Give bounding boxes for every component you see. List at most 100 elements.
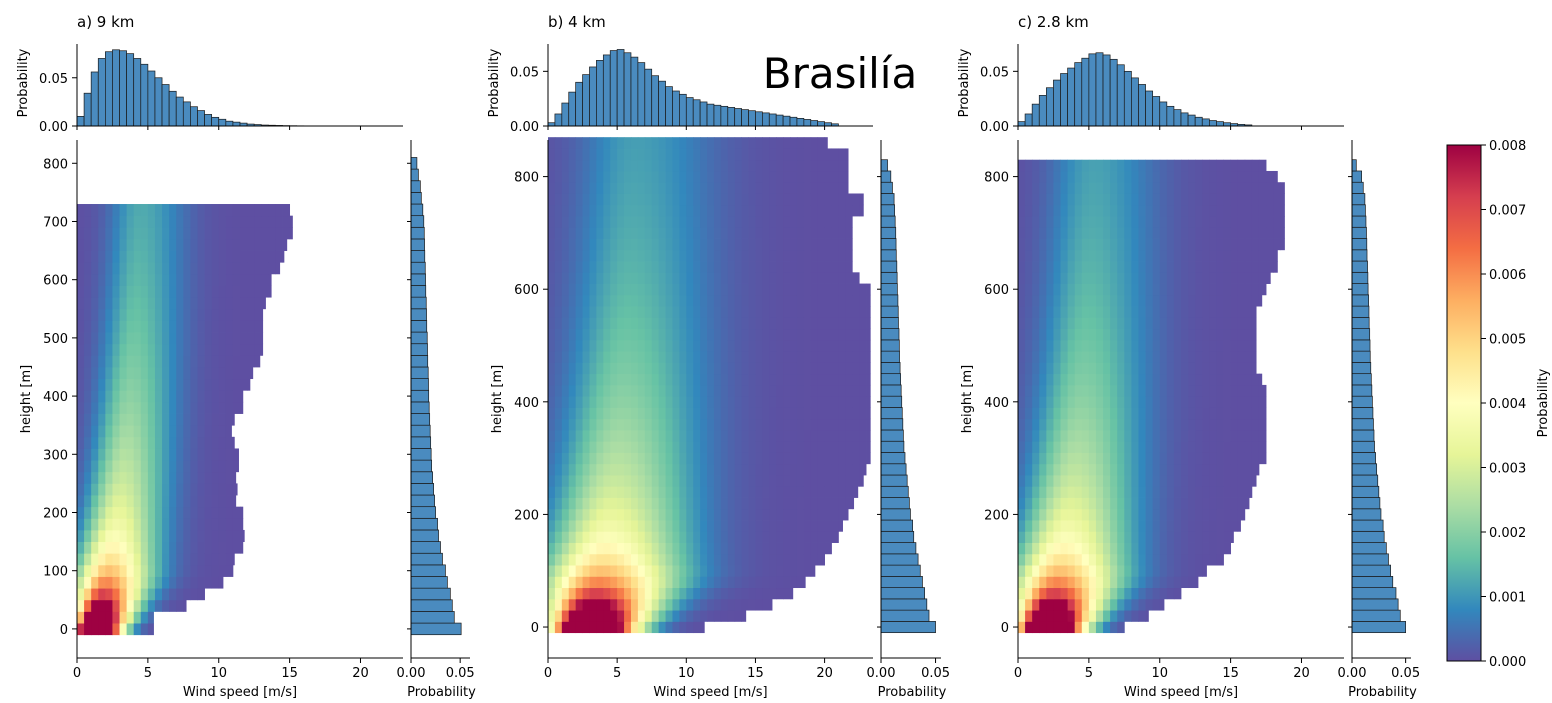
- heatmap-cell: [783, 531, 791, 543]
- heatmap-cell: [190, 238, 198, 251]
- heatmap-cell: [84, 262, 92, 275]
- heatmap-cell: [84, 623, 92, 636]
- heatmap-cell: [637, 362, 646, 375]
- heatmap-cell: [672, 182, 680, 194]
- heatmap-cell: [140, 576, 149, 589]
- heatmap-cell: [1110, 542, 1118, 555]
- heatmap-cell: [211, 297, 220, 310]
- heatmap-cell: [1081, 463, 1090, 476]
- heatmap-cell: [831, 249, 839, 262]
- histogram-bar: [133, 58, 142, 127]
- heatmap-cell: [651, 137, 660, 149]
- heatmap-cell: [169, 588, 177, 601]
- heatmap-cell: [783, 216, 791, 228]
- heatmap-cell: [91, 436, 99, 449]
- heatmap-cell: [1060, 587, 1069, 600]
- heatmap-cell: [1202, 283, 1210, 296]
- heatmap-cell: [247, 332, 255, 345]
- heatmap-cell: [261, 285, 269, 298]
- heatmap-cell: [603, 531, 611, 543]
- heatmap-cell: [1110, 407, 1118, 420]
- histogram-bar: [1351, 519, 1384, 532]
- heatmap-cell: [610, 610, 618, 622]
- heatmap-cell: [162, 425, 170, 438]
- heatmap-cell: [204, 332, 213, 345]
- heatmap-cell: [169, 529, 177, 542]
- heatmap-cell: [693, 328, 701, 341]
- heatmap-cell: [91, 262, 99, 275]
- side-hist-x-tick-label: 0.00: [1338, 666, 1367, 681]
- heatmap-cell: [845, 272, 853, 284]
- heatmap-cell: [225, 366, 234, 380]
- heatmap-cell: [140, 495, 149, 508]
- heatmap-cell: [582, 429, 590, 442]
- heatmap-cell: [1067, 216, 1076, 228]
- y-tick-label: 800: [514, 171, 539, 186]
- heatmap-cell: [112, 564, 120, 577]
- heatmap-cell: [748, 148, 756, 161]
- heatmap-cell: [1046, 249, 1054, 262]
- heatmap-cell: [603, 576, 611, 589]
- heatmap-cell: [1209, 339, 1217, 352]
- heatmap-cell: [154, 599, 163, 612]
- x-tick-label: 0: [73, 666, 81, 681]
- heatmap-cell: [1095, 306, 1104, 318]
- heatmap-cell: [133, 460, 142, 473]
- heatmap-cell: [637, 418, 646, 431]
- heatmap-cell: [1074, 497, 1083, 510]
- heatmap-cell: [126, 553, 135, 566]
- heatmap-cell: [147, 308, 156, 321]
- heatmap-cell: [824, 170, 832, 183]
- heatmap-cell: [1138, 463, 1146, 476]
- heatmap-cell: [1258, 441, 1267, 453]
- heatmap-cell: [1216, 486, 1224, 498]
- heatmap-cell: [679, 182, 687, 194]
- heatmap-cell: [700, 362, 708, 375]
- heatmap-cell: [126, 518, 135, 531]
- heatmap-cell: [147, 273, 156, 286]
- heatmap-cell: [686, 429, 694, 442]
- heatmap-cell: [755, 339, 763, 352]
- heatmap-cell: [1145, 238, 1154, 251]
- heatmap-cell: [1131, 362, 1139, 375]
- heatmap-cell: [225, 529, 234, 542]
- heatmap-cell: [1110, 238, 1118, 251]
- heatmap-cell: [582, 227, 590, 239]
- heatmap-cell: [1124, 610, 1132, 622]
- heatmap-cell: [589, 553, 597, 566]
- heatmap-cell: [162, 518, 170, 531]
- heatmap-cell: [1230, 441, 1239, 453]
- heatmap-cell: [589, 351, 597, 363]
- heatmap-cell: [1202, 216, 1210, 228]
- heatmap-cell: [1053, 553, 1061, 566]
- heatmap-cell: [665, 261, 673, 273]
- heatmap-cell: [1025, 283, 1033, 296]
- heatmap-cell: [1195, 294, 1203, 307]
- histogram-bar: [140, 63, 149, 127]
- heatmap-cell: [1018, 328, 1026, 341]
- heatmap-cell: [204, 320, 213, 333]
- heatmap-cell: [1039, 497, 1047, 510]
- heatmap-cell: [1095, 339, 1104, 352]
- heatmap-cell: [831, 148, 839, 161]
- heatmap-cell: [866, 351, 871, 363]
- heatmap-cell: [637, 621, 646, 634]
- heatmap-cell: [112, 436, 120, 449]
- histogram-bar: [1351, 440, 1375, 453]
- heatmap-cell: [1258, 396, 1267, 408]
- heatmap-cell: [140, 436, 149, 449]
- heatmap-cell: [140, 227, 149, 240]
- heatmap-cell: [693, 621, 701, 634]
- heatmap-cell: [720, 384, 729, 397]
- heatmap-cell: [1046, 227, 1054, 239]
- heatmap-cell: [810, 497, 819, 510]
- heatmap-cell: [1216, 283, 1224, 296]
- heatmap-cell: [783, 362, 791, 375]
- heatmap-cell: [824, 193, 832, 206]
- heatmap-cell: [1124, 452, 1132, 465]
- heatmap-cell: [568, 182, 577, 194]
- heatmap-cell: [693, 542, 701, 555]
- heatmap-cell: [693, 294, 701, 307]
- heatmap-cell: [630, 576, 639, 589]
- heatmap-cell: [561, 407, 570, 420]
